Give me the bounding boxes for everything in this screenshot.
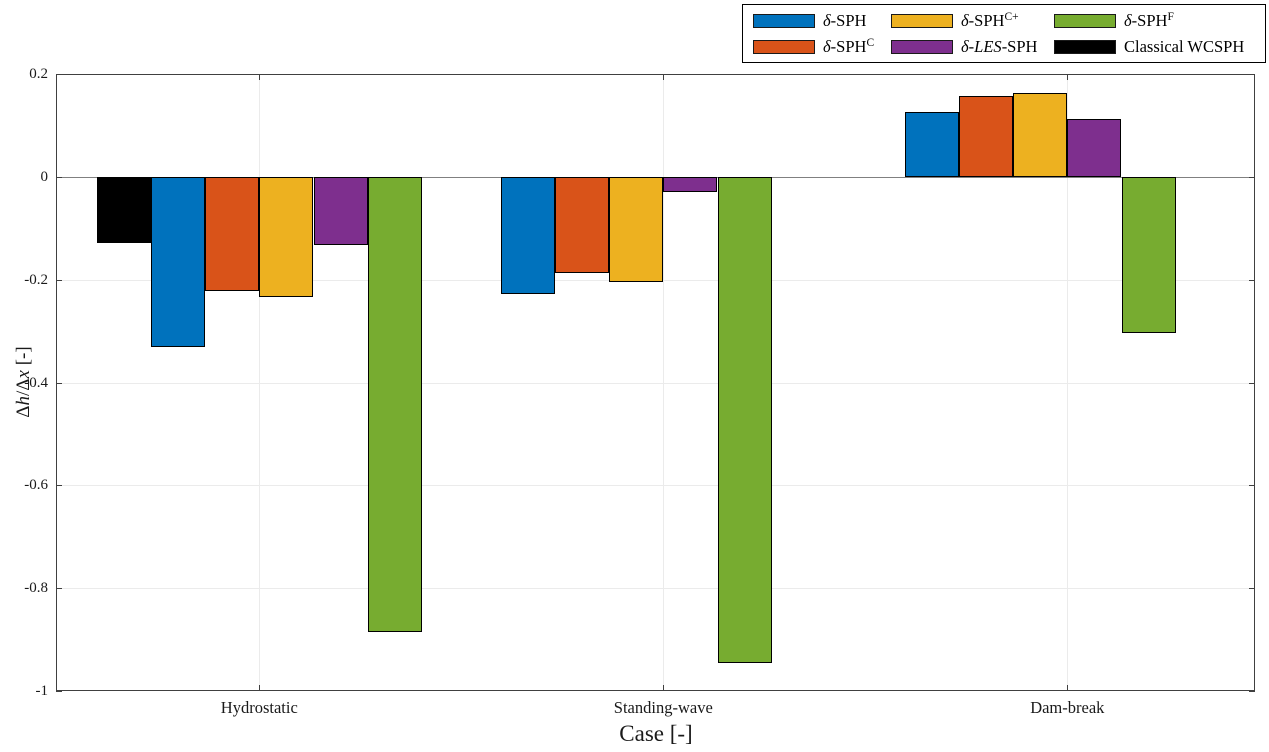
legend-label-delta-sphc: δ-SPHC	[823, 37, 874, 59]
label-segment: -SPH	[1131, 11, 1168, 30]
y-tick-left	[56, 279, 62, 281]
x-category-label-dam-break: Dam-break	[1030, 698, 1105, 717]
y-tick-right	[1249, 382, 1255, 384]
bar-standing-wave-delta-sphc	[609, 177, 664, 283]
x-category-label-hydrostatic: Hydrostatic	[220, 698, 298, 717]
label-segment: F	[1167, 11, 1174, 23]
bar-standing-wave-delta-les-sph	[663, 177, 718, 192]
y-tick-right	[1249, 691, 1255, 692]
bar-standing-wave-delta-sphf	[717, 177, 772, 664]
bar-dam-break-delta-sphc	[1013, 93, 1068, 177]
label-segment: C	[866, 37, 875, 49]
x-tick-bottom	[259, 685, 261, 691]
y-tick-left	[56, 382, 62, 384]
label-segment: C+	[1004, 11, 1019, 23]
y-tick-label: -1	[35, 683, 49, 699]
bar-dam-break-delta-les-sph	[1067, 118, 1122, 177]
grid-line-vertical	[663, 74, 665, 691]
y-tick-right	[1249, 588, 1255, 590]
legend-label-delta-sphc: δ-SPHC+	[961, 11, 1019, 33]
label-segment: -SPH	[1001, 37, 1038, 56]
label-segment: -SPH	[830, 11, 867, 30]
grid-line-horizontal	[56, 382, 1255, 384]
y-tick-left	[56, 177, 62, 178]
y-tick-left	[56, 74, 62, 76]
grid-line-vertical	[1067, 74, 1069, 691]
legend-swatch-delta-sph	[753, 14, 815, 28]
label-segment: δ	[1124, 11, 1132, 30]
legend-swatch-delta-sphc	[753, 40, 815, 54]
legend-label-classical-wcsph: Classical WCSPH	[1124, 37, 1244, 57]
label-segment: δ	[961, 11, 969, 30]
bar-hydrostatic-classical-wcsph	[96, 177, 151, 243]
label-segment: /Δ	[13, 378, 34, 396]
bar-standing-wave-delta-sphc	[554, 177, 610, 274]
legend-swatch-classical-wcsph	[1054, 40, 1116, 54]
bar-hydrostatic-delta-sphc	[259, 177, 314, 297]
plot-border	[56, 74, 1255, 691]
y-tick-label: -0.8	[24, 580, 48, 597]
bar-dam-break-delta-sphc	[958, 95, 1014, 177]
label-segment: h	[13, 395, 34, 406]
legend-swatch-delta-sphf	[1054, 14, 1116, 28]
y-tick-label: 0.2	[29, 66, 48, 83]
y-tick-left	[56, 485, 62, 487]
bar-dam-break-delta-sph	[904, 112, 959, 177]
legend-label-delta-les-sph: δ-LES-SPH	[961, 37, 1037, 57]
y-tick-label: -0.6	[24, 477, 48, 494]
y-tick-label: -0.4	[24, 374, 48, 391]
x-tick-top	[259, 74, 261, 80]
y-tick-right	[1249, 177, 1255, 178]
label-segment: x	[13, 370, 34, 379]
label-segment: Δ	[13, 405, 34, 418]
y-tick-label: 0	[40, 169, 49, 185]
grid-line-vertical	[259, 74, 261, 691]
bar-hydrostatic-delta-sphf	[367, 177, 422, 632]
x-category-label-standing-wave: Standing-wave	[613, 698, 713, 717]
y-tick-left	[56, 588, 62, 590]
x-tick-top	[1067, 74, 1069, 80]
grid-line-horizontal	[56, 485, 1255, 487]
bar-hydrostatic-delta-les-sph	[313, 177, 368, 245]
y-tick-right	[1249, 74, 1255, 76]
y-tick-right	[1249, 485, 1255, 487]
label-segment: δ	[961, 37, 969, 56]
label-segment: [-]	[13, 346, 34, 371]
label-segment: LES	[974, 37, 1002, 56]
label-segment: -SPH	[830, 37, 867, 56]
label-segment: -SPH	[968, 11, 1005, 30]
x-tick-bottom	[1067, 685, 1069, 691]
legend-swatch-delta-les-sph	[891, 40, 953, 54]
grid-line-horizontal	[56, 588, 1255, 590]
x-axis-label: Case [-]	[619, 721, 693, 746]
label-segment: δ	[823, 11, 831, 30]
y-tick-right	[1249, 279, 1255, 281]
label-segment: δ	[823, 37, 831, 56]
bar-standing-wave-delta-sph	[500, 177, 555, 295]
label-segment: Classical WCSPH	[1124, 37, 1245, 56]
label-segment: -	[968, 37, 975, 56]
y-tick-left	[56, 691, 62, 692]
x-tick-bottom	[663, 685, 665, 691]
bar-dam-break-delta-sphf	[1121, 177, 1176, 333]
x-tick-top	[663, 74, 665, 80]
legend-label-delta-sph: δ-SPH	[823, 11, 866, 31]
bar-hydrostatic-delta-sph	[150, 177, 206, 347]
bar-hydrostatic-delta-sphc	[205, 177, 260, 292]
legend: δ-SPH δ-SPHC δ-SPHC+ δ-LES-SPH δ-SPHF Classic…	[742, 4, 1266, 63]
y-axis-label: Δh/Δx [-]	[12, 282, 36, 482]
y-tick-label: -0.2	[24, 271, 48, 288]
legend-label-delta-sphf: δ-SPHF	[1124, 11, 1174, 33]
legend-swatch-delta-sphc	[891, 14, 953, 28]
